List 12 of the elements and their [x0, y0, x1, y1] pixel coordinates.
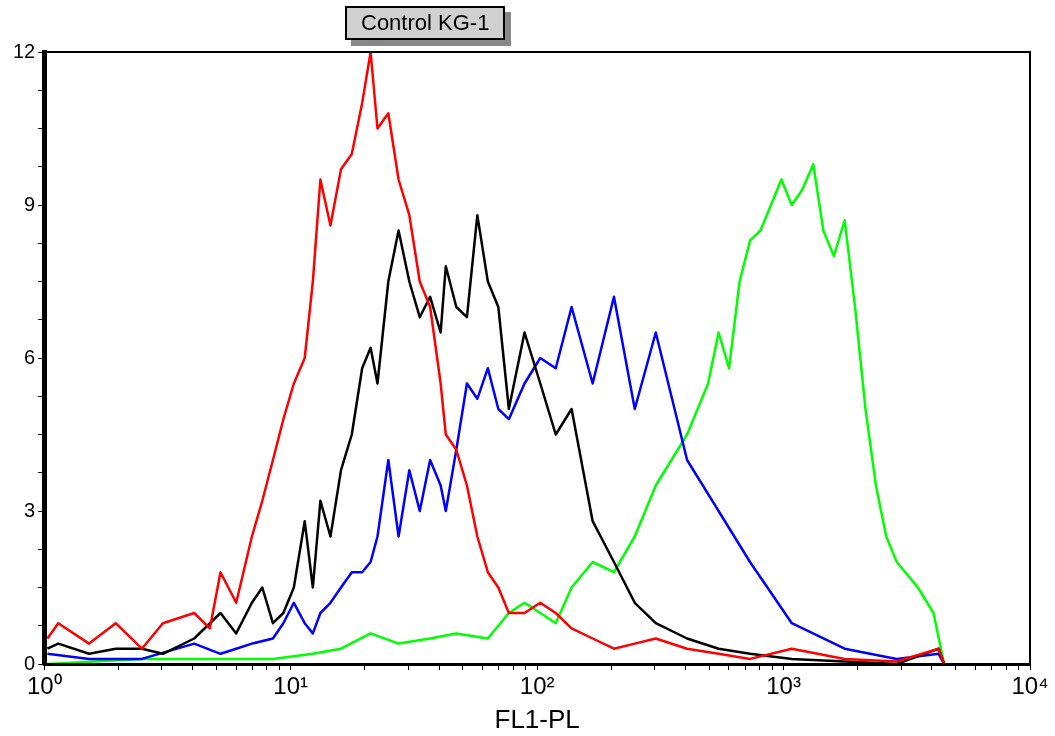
y-tick-label: 12 — [13, 39, 36, 62]
x-tick-label: 10⁴ — [1011, 672, 1049, 700]
x-axis-title: FL1-PL — [494, 703, 580, 734]
x-tick-label: 10³ — [766, 672, 801, 700]
y-tick-label: 6 — [24, 345, 36, 368]
x-tick-label: 10⁰ — [26, 672, 62, 700]
chart-title: Control KG-1 — [345, 6, 506, 40]
y-tick-label: 9 — [24, 192, 36, 215]
y-tick-label: 3 — [24, 498, 36, 521]
y-tick-label: 0 — [24, 651, 36, 674]
x-tick-label: 10² — [519, 672, 555, 700]
x-tick-label: 10¹ — [273, 672, 309, 700]
